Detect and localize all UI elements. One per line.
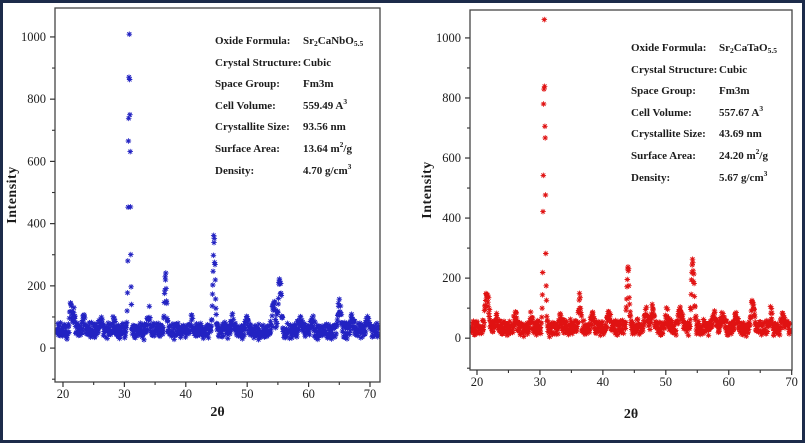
x-tick-label: 70 [785, 375, 798, 389]
annotation-label: Crystal Structure: [215, 56, 302, 69]
x-tick-label: 40 [597, 375, 610, 389]
annotation-row: Crystal Structure: Cubic [215, 53, 363, 75]
annotation-value: Sr2CaTaO5.5 [719, 42, 777, 55]
y-tick-label: 600 [442, 151, 461, 165]
annotation-value: 24.20 m2/g [719, 146, 768, 162]
annotation-box-ta: Oxide Formula: Sr2CaTaO5.5 Crystal Structu… [631, 38, 777, 189]
y-tick-label: 400 [27, 217, 46, 231]
annotation-label: Cell Volume: [631, 106, 692, 119]
x-tick-label: 50 [660, 375, 673, 389]
y-tick-label: 600 [27, 154, 46, 168]
annotation-value: 5.67 g/cm3 [719, 168, 768, 184]
xrd-chart-xrd-nb: 20 30 40 50 60 70 0 200 400 600 800 1000 2θ Intensity [5, 7, 381, 420]
x-tick-label: 60 [302, 387, 315, 401]
x-tick-label: 30 [118, 387, 131, 401]
y-tick-label: 800 [27, 92, 46, 106]
annotation-value: Sr2CaNbO5.5 [303, 35, 364, 48]
x-tick-label: 20 [471, 375, 484, 389]
annotation-value: 93.56 nm [303, 121, 346, 134]
annotation-label: Density: [215, 164, 255, 177]
annotation-row: Space Group: Fm3m [215, 74, 363, 96]
annotation-value: 559.49 A3 [303, 96, 348, 112]
y-axis-label: Intensity [420, 161, 435, 218]
annotation-label: Cell Volume: [215, 99, 276, 112]
annotation-label: Surface Area: [215, 142, 280, 155]
xrd-chart-xrd-ta: 20 30 40 50 60 70 0 200 400 600 800 1000 2θ Intensity [420, 9, 798, 422]
annotation-row: Density: 4.70 g/cm3 [215, 161, 363, 183]
y-tick-label: 0 [40, 341, 46, 355]
y-tick-label: 200 [27, 279, 46, 293]
annotation-label: Oxide Formula: [631, 42, 707, 54]
annotation-label: Density: [631, 171, 671, 184]
annotation-label: Space Group: [631, 85, 696, 98]
annotation-value: 43.69 nm [719, 128, 762, 141]
annotation-value: 13.64 m2/g [303, 139, 352, 155]
annotation-row: Space Group: Fm3m [631, 81, 777, 103]
annotation-row: Oxide Formula: Sr2CaNbO5.5 [215, 31, 363, 53]
y-tick-label: 1000 [21, 30, 46, 44]
annotation-label: Crystallite Size: [215, 121, 290, 134]
annotation-row: Crystal Structure: Cubic [631, 60, 777, 82]
x-tick-label: 70 [364, 387, 377, 401]
annotation-row: Crystallite Size: 93.56 nm [215, 117, 363, 139]
y-axis-label: Intensity [5, 166, 20, 223]
annotation-label: Oxide Formula: [215, 35, 291, 47]
x-axis-label: 2θ [624, 407, 638, 422]
annotation-label: Space Group: [215, 78, 280, 91]
annotation-value: Cubic [719, 63, 748, 76]
xrd-series-xrd-nb [54, 31, 381, 343]
xrd-series-xrd-ta [469, 16, 793, 340]
plot-box [54, 7, 381, 383]
annotation-row: Density: 5.67 g/cm3 [631, 168, 777, 190]
annotation-row: Crystallite Size: 43.69 nm [631, 124, 777, 146]
annotation-label: Crystal Structure: [631, 63, 718, 76]
annotation-row: Cell Volume: 557.67 A3 [631, 103, 777, 125]
annotation-value: 4.70 g/cm3 [303, 161, 352, 177]
annotation-label: Surface Area: [631, 149, 696, 162]
annotation-row: Cell Volume: 559.49 A3 [215, 96, 363, 118]
annotation-value: Fm3m [303, 78, 334, 91]
y-tick-label: 0 [455, 331, 461, 345]
annotation-label: Crystallite Size: [631, 128, 706, 141]
x-tick-label: 40 [180, 387, 193, 401]
annotation-box-nb: Oxide Formula: Sr2CaNbO5.5 Crystal Structu… [215, 31, 363, 182]
x-axis-label: 2θ [210, 405, 224, 420]
x-tick-label: 30 [534, 375, 547, 389]
annotation-value: 557.67 A3 [719, 103, 764, 119]
y-tick-label: 1000 [436, 31, 461, 45]
xrd-charts-svg: 20 30 40 50 60 70020040060080010002θIntensity… [5, 7, 798, 422]
annotation-value: Cubic [303, 56, 332, 69]
y-tick-label: 400 [442, 211, 461, 225]
plot-box [469, 9, 793, 371]
annotation-row: Surface Area: 13.64 m2/g [215, 139, 363, 161]
x-tick-label: 20 [57, 387, 70, 401]
y-tick-label: 800 [442, 91, 461, 105]
x-tick-label: 60 [722, 375, 735, 389]
annotation-value: Fm3m [719, 85, 750, 98]
annotation-row: Oxide Formula: Sr2CaTaO5.5 [631, 38, 777, 60]
annotation-row: Surface Area: 24.20 m2/g [631, 146, 777, 168]
x-tick-label: 50 [241, 387, 254, 401]
y-tick-label: 200 [442, 271, 461, 285]
